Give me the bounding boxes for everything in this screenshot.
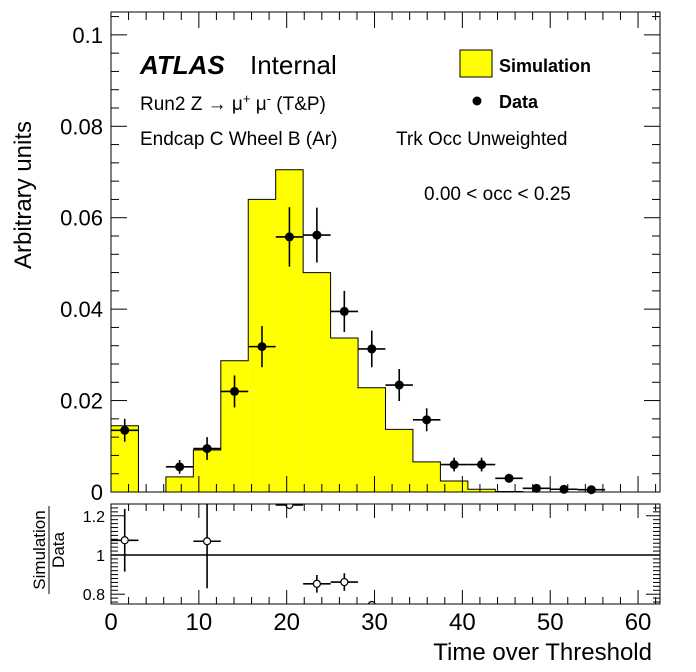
ratio-point-marker xyxy=(367,600,376,604)
data-point-marker xyxy=(449,460,459,470)
simulation-bin-bar xyxy=(165,476,194,492)
data-point-marker xyxy=(312,230,322,240)
y-tick-label: 0.02 xyxy=(60,389,103,414)
ratio-point-marker xyxy=(285,504,294,510)
atlas-status-label: Internal xyxy=(250,50,337,80)
data-point-marker xyxy=(422,415,432,425)
y-tick-label: 0.06 xyxy=(60,206,103,231)
ratio-axis-ticks xyxy=(110,504,660,604)
weighting-label: Trk Occ Unweighted xyxy=(396,129,567,150)
legend: Simulation Data xyxy=(459,49,591,112)
data-point xyxy=(165,460,194,474)
simulation-bin-bar xyxy=(385,429,413,492)
y-tick-label: 0.08 xyxy=(60,114,103,139)
legend-simulation-label: Simulation xyxy=(499,56,591,76)
y-tick-label: 0.1 xyxy=(72,23,103,48)
ratio-point-marker xyxy=(340,577,349,587)
ratio-y-label-numerator: Simulation xyxy=(30,510,49,589)
data-point-marker xyxy=(175,462,185,472)
data-point-marker xyxy=(257,342,267,352)
ratio-point xyxy=(303,574,331,593)
main-y-tick-labels: 0 0.02 0.04 0.06 0.08 0.1 xyxy=(60,23,103,505)
ratio-y-tick-label: 1.2 xyxy=(83,509,105,526)
ratio-y-tick-label: 0.8 xyxy=(83,587,105,604)
x-tick-label: 60 xyxy=(625,609,652,636)
main-y-axis-label: Arbitrary units xyxy=(10,121,37,269)
data-point xyxy=(220,375,249,408)
simulation-histogram xyxy=(110,169,660,493)
ratio-point xyxy=(330,573,359,591)
data-point xyxy=(275,207,304,267)
data-point xyxy=(193,437,221,460)
x-tick-label: 40 xyxy=(449,609,476,636)
data-point xyxy=(440,457,468,472)
x-tick-label: 0 xyxy=(104,609,117,636)
data-point xyxy=(522,483,551,493)
data-point-marker xyxy=(284,232,294,242)
y-tick-label: 0.04 xyxy=(60,297,103,322)
data-point-marker xyxy=(531,483,541,493)
x-axis-label: Time over Threshold xyxy=(433,639,652,666)
data-point-marker xyxy=(394,380,404,390)
data-points xyxy=(111,207,606,495)
ratio-point xyxy=(275,504,304,510)
data-point-marker xyxy=(339,306,349,316)
data-point-marker xyxy=(202,444,212,454)
data-point xyxy=(358,330,386,368)
data-point-marker xyxy=(586,485,596,495)
ratio-points xyxy=(111,504,376,604)
y-tick-label: 0 xyxy=(91,480,103,505)
simulation-bin-bar xyxy=(358,387,386,492)
x-tick-label: 10 xyxy=(185,609,212,636)
data-point-marker xyxy=(230,386,240,396)
main-plot-frame xyxy=(110,11,661,493)
annotations: ATLAS Internal Run2 Z → μ+ μ- (T&P) Endc… xyxy=(139,50,571,205)
x-tick-label: 30 xyxy=(361,609,388,636)
data-point-marker xyxy=(504,473,514,483)
ratio-point xyxy=(367,600,376,604)
data-point xyxy=(467,457,496,472)
occupancy-range-label: 0.00 < occ < 0.25 xyxy=(424,184,571,205)
ratio-point-marker xyxy=(120,536,129,545)
atlas-label: ATLAS xyxy=(139,50,225,80)
data-point-marker xyxy=(477,460,487,470)
main-plot-panel: 0 0.02 0.04 0.06 0.08 0.1 Arbitrary units Sim… xyxy=(10,11,661,505)
legend-simulation-swatch xyxy=(459,49,493,78)
ratio-point-marker xyxy=(312,579,321,588)
simulation-bin-bar xyxy=(467,489,496,492)
ratio-y-axis-label: Simulation Data xyxy=(30,506,68,594)
x-tick-label: 50 xyxy=(537,609,564,636)
ratio-plot-panel: 0.8 1 1.2 0 10 20 30 40 50 60 Simulation Data Tim… xyxy=(30,503,661,666)
legend-data-marker xyxy=(472,96,482,106)
ratio-y-tick-label: 1 xyxy=(96,548,105,565)
simulation-bin-bar xyxy=(330,337,359,492)
data-point xyxy=(111,418,139,442)
data-point xyxy=(577,485,606,495)
main-axis-ticks xyxy=(110,12,660,493)
data-point xyxy=(412,408,441,432)
simulation-bin-bar xyxy=(303,272,331,492)
ratio-point-marker xyxy=(202,537,212,546)
simulation-bin-bar xyxy=(412,461,441,492)
data-point-marker xyxy=(120,425,130,435)
data-point xyxy=(330,290,359,332)
legend-data-label: Data xyxy=(499,92,539,112)
simulation-bin-bar xyxy=(440,481,468,492)
data-point xyxy=(385,369,413,402)
process-label: Run2 Z → μ+ μ- (T&P) xyxy=(140,91,326,115)
ratio-tick-labels: 0.8 1 1.2 0 10 20 30 40 50 60 xyxy=(83,509,652,636)
ratio-point xyxy=(193,504,221,589)
ratio-plot-frame xyxy=(110,503,661,605)
data-point xyxy=(303,207,331,263)
x-tick-label: 20 xyxy=(273,609,300,636)
ratio-y-label-denominator: Data xyxy=(49,532,68,568)
region-label: Endcap C Wheel B (Ar) xyxy=(140,129,337,150)
data-point xyxy=(248,326,276,368)
data-point-marker xyxy=(367,344,377,354)
data-point xyxy=(495,473,523,483)
ratio-point xyxy=(111,508,139,572)
